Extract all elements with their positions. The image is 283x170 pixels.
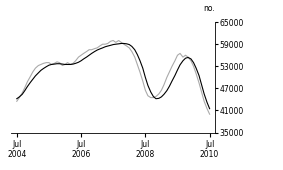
Text: no.: no. [203,4,215,13]
